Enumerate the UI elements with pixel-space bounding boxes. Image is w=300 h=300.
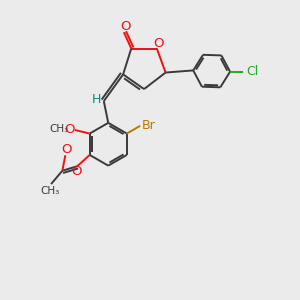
Text: O: O	[120, 20, 130, 33]
Text: O: O	[71, 165, 82, 178]
Text: H: H	[92, 93, 101, 106]
Text: Cl: Cl	[246, 65, 259, 78]
Text: CH₃: CH₃	[49, 124, 68, 134]
Text: CH₃: CH₃	[40, 186, 59, 196]
Text: O: O	[153, 37, 164, 50]
Text: O: O	[61, 143, 72, 156]
Text: Br: Br	[142, 119, 156, 132]
Text: O: O	[64, 124, 75, 136]
